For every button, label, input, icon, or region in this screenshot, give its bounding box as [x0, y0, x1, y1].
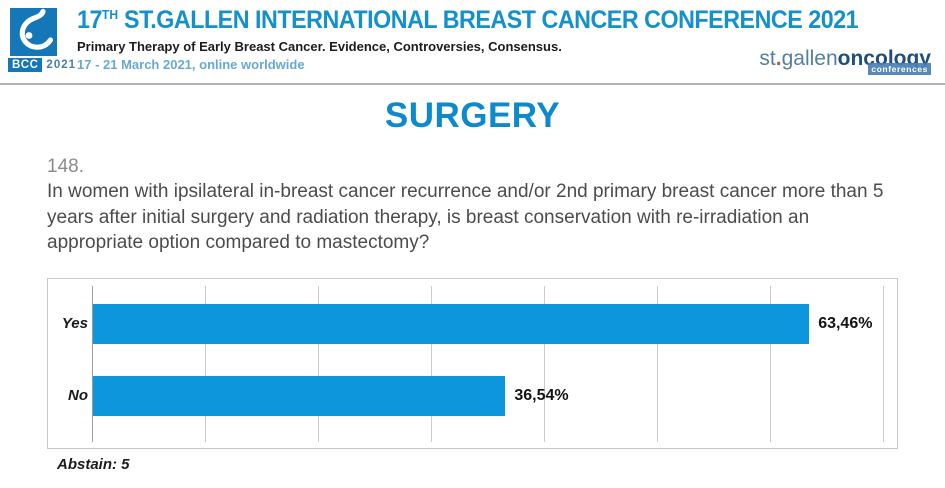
logo-caption: BCC 2021 [8, 58, 76, 72]
conference-title-ordinal: TH [101, 7, 119, 22]
brand-st: st [759, 47, 776, 70]
category-label-yes: Yes [61, 315, 88, 332]
bar-value-yes: 63,46% [818, 315, 873, 332]
poll-bar-chart: Yes No 63,46% 36,54% [47, 278, 898, 449]
brand-gallen: gallen [781, 47, 838, 70]
brand-conferences-badge: conferences [868, 63, 931, 75]
bar-yes [93, 304, 810, 344]
conference-title-rest: ST.GALLEN INTERNATIONAL BREAST CANCER CO… [118, 6, 859, 34]
question-number: 148. [47, 156, 84, 177]
question-block: 148. In women with ipsilateral in-breast… [47, 154, 909, 256]
brand-dot-icon: . [775, 47, 782, 70]
logo-abbr: BCC [8, 58, 43, 72]
bar-value-no: 36,54% [514, 387, 569, 404]
abstain-note: Abstain: 5 [57, 456, 130, 473]
question-text: In women with ipsilateral in-breast canc… [47, 181, 884, 253]
bar-no [93, 376, 506, 416]
bar-row-no: 36,54% [93, 376, 883, 416]
conference-header: BCC 2021 17TH ST.GALLEN INTERNATIONAL BR… [0, 0, 945, 85]
bar-row-yes: 63,46% [93, 304, 883, 344]
chart-y-axis [92, 286, 93, 442]
conference-title: 17TH ST.GALLEN INTERNATIONAL BREAST CANC… [77, 6, 859, 37]
bcc-logo [10, 8, 57, 56]
conference-subtitle: Primary Therapy of Early Breast Cancer. … [77, 39, 562, 54]
conference-title-number: 17 [77, 6, 102, 34]
breast-drop-icon [19, 8, 54, 50]
stgallen-oncology-logo: st.gallenoncology conferences [759, 47, 931, 75]
header-text-block: 17TH ST.GALLEN INTERNATIONAL BREAST CANC… [77, 7, 917, 72]
chart-plot-area: 63,46% 36,54% [93, 279, 883, 448]
section-title: SURGERY [384, 96, 561, 135]
category-label-no: No [68, 387, 88, 404]
logo-year: 2021 [46, 59, 77, 71]
conference-dates: 17 - 21 March 2021, online worldwide [77, 57, 305, 72]
